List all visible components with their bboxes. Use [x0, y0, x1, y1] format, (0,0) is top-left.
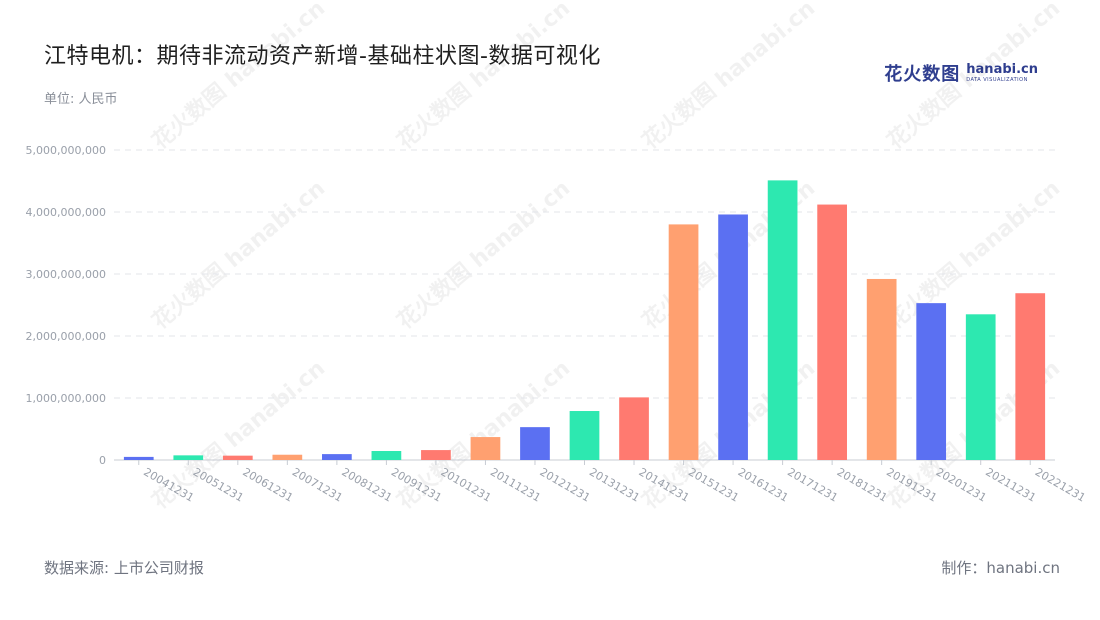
watermark-text: 花火数图 hanabi.cn [147, 175, 330, 334]
x-tick-label: 20151231 [686, 465, 741, 504]
watermark-text: 花火数图 hanabi.cn [147, 0, 330, 155]
bar-20071231 [272, 454, 303, 460]
watermark-text: 花火数图 hanabi.cn [637, 0, 820, 155]
bar-20161231 [718, 214, 748, 460]
bars [123, 180, 1046, 460]
x-tick-label: 20201231 [934, 465, 989, 504]
x-tick-label: 20211231 [983, 465, 1038, 504]
data-source: 数据来源: 上市公司财报 [44, 559, 204, 577]
bar-20151231 [668, 224, 699, 460]
x-tick-label: 20161231 [736, 465, 791, 504]
bar-20051231 [173, 455, 204, 460]
grid-lines [114, 149, 1055, 399]
bar-20041231 [123, 456, 154, 460]
x-tick-label: 20221231 [1033, 465, 1088, 504]
x-tick-label: 20131231 [587, 465, 642, 504]
bar-20101231 [421, 450, 451, 460]
bar-20171231 [767, 180, 798, 460]
watermark-text: 花火数图 hanabi.cn [392, 175, 575, 334]
unit-label: 单位: 人民币 [44, 92, 118, 107]
bar-20191231 [866, 278, 897, 460]
watermark-text: 花火数图 hanabi.cn [882, 0, 1065, 155]
x-tick-label: 20081231 [339, 465, 394, 504]
y-tick-label: 5,000,000,000 [26, 144, 106, 157]
x-tick-label: 20171231 [785, 465, 840, 504]
bar-20111231 [470, 437, 501, 460]
brand-logo: 花火数图 hanabi.cn DATA VISUALIZATION [884, 60, 1038, 86]
y-tick-label: 1,000,000,000 [26, 392, 106, 405]
y-tick-label: 4,000,000,000 [26, 206, 106, 219]
bar-20121231 [520, 427, 550, 460]
x-tick-label: 20121231 [537, 465, 592, 504]
x-tick-label: 20071231 [290, 465, 345, 504]
bar-20181231 [817, 204, 847, 460]
x-tick-label: 20111231 [488, 465, 543, 504]
y-tick-label: 2,000,000,000 [26, 330, 106, 343]
bar-20081231 [322, 454, 352, 460]
y-tick-label: 3,000,000,000 [26, 268, 106, 281]
logo-en-block: hanabi.cn DATA VISUALIZATION [966, 63, 1038, 83]
logo-cn-text: 花火数图 [884, 64, 961, 85]
watermark-text: 花火数图 hanabi.cn [392, 0, 575, 155]
bar-20141231 [619, 397, 649, 460]
logo-sub-text: DATA VISUALIZATION [966, 77, 1028, 83]
x-tick-label: 20061231 [240, 465, 295, 504]
logo-en-text: hanabi.cn [966, 62, 1038, 77]
bar-20091231 [371, 451, 402, 460]
bar-20201231 [916, 303, 947, 460]
x-tick-label: 20181231 [835, 465, 890, 504]
bar-20211231 [965, 314, 996, 460]
y-tick-label: 0 [99, 454, 106, 467]
credit: 制作：hanabi.cn [941, 559, 1060, 577]
chart-title: 江特电机：期待非流动资产新增-基础柱状图-数据可视化 [44, 44, 601, 69]
x-tick-label: 20101231 [438, 465, 493, 504]
bar-20221231 [1015, 293, 1046, 460]
bar-20131231 [569, 411, 600, 460]
bar-20061231 [222, 455, 253, 460]
